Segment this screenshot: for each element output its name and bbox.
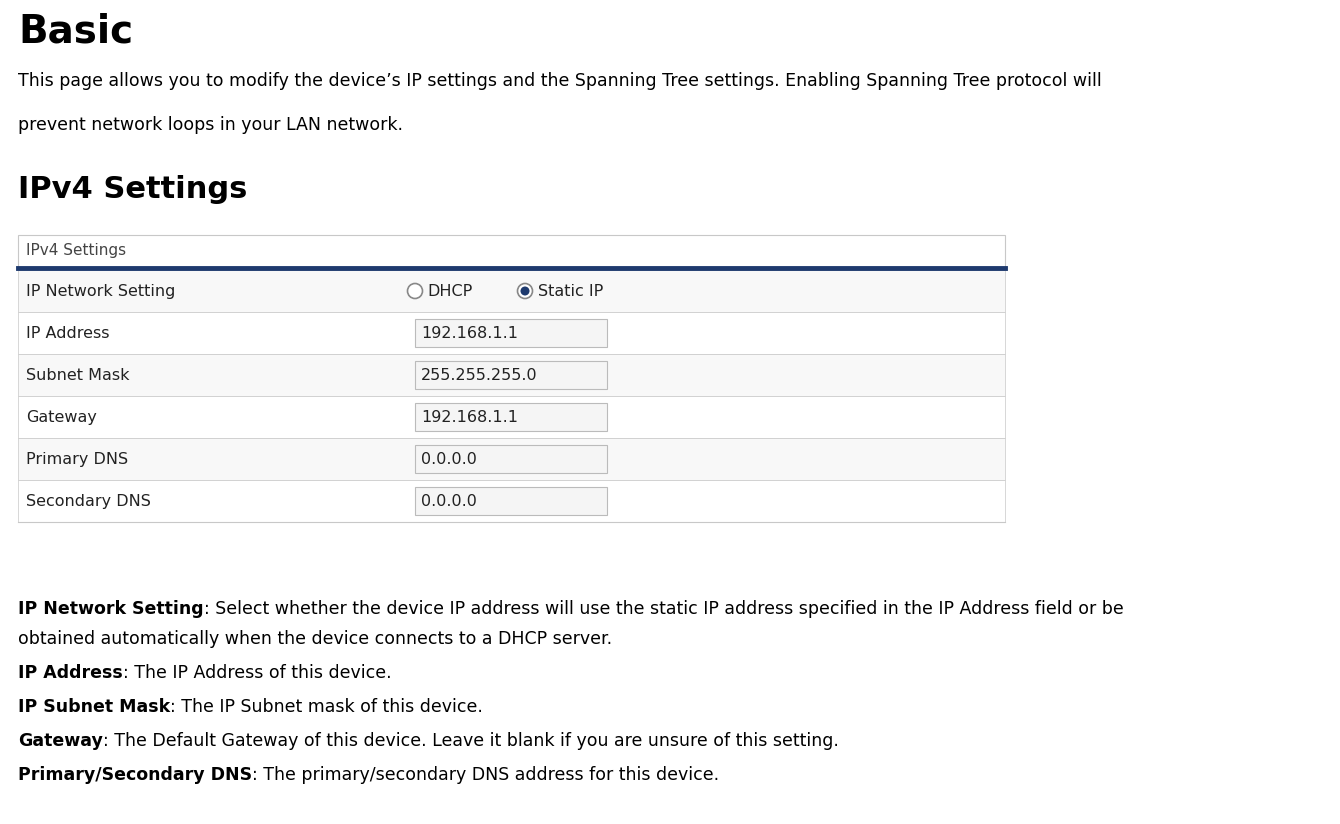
FancyBboxPatch shape [415,403,607,431]
FancyBboxPatch shape [17,354,1005,396]
Text: Subnet Mask: Subnet Mask [25,368,130,382]
Text: : The Default Gateway of this device. Leave it blank if you are unsure of this s: : The Default Gateway of this device. Le… [103,732,839,750]
Text: 255.255.255.0: 255.255.255.0 [421,368,537,382]
Text: Primary/Secondary DNS: Primary/Secondary DNS [17,766,252,784]
FancyBboxPatch shape [415,319,607,347]
FancyBboxPatch shape [415,361,607,389]
Text: DHCP: DHCP [427,283,473,298]
Text: 192.168.1.1: 192.168.1.1 [421,410,519,424]
Text: Basic: Basic [17,12,133,50]
FancyBboxPatch shape [17,235,1005,268]
Text: : The IP Subnet mask of this device.: : The IP Subnet mask of this device. [170,698,482,716]
Text: IP Subnet Mask: IP Subnet Mask [17,698,170,716]
Text: obtained automatically when the device connects to a DHCP server.: obtained automatically when the device c… [17,630,612,648]
Text: IP Network Setting: IP Network Setting [25,283,176,298]
FancyBboxPatch shape [17,396,1005,438]
FancyBboxPatch shape [17,312,1005,354]
Text: This page allows you to modify the device’s IP settings and the Spanning Tree se: This page allows you to modify the devic… [17,72,1101,90]
Circle shape [517,283,532,298]
Text: : The IP Address of this device.: : The IP Address of this device. [123,664,391,682]
Text: IP Network Setting: IP Network Setting [17,600,204,618]
Text: IPv4 Settings: IPv4 Settings [17,175,248,204]
Circle shape [520,287,529,296]
Text: 192.168.1.1: 192.168.1.1 [421,325,519,340]
Circle shape [407,283,422,298]
FancyBboxPatch shape [17,438,1005,480]
Text: Gateway: Gateway [17,732,103,750]
FancyBboxPatch shape [415,487,607,515]
Text: 0.0.0.0: 0.0.0.0 [421,452,477,466]
Text: IP Address: IP Address [17,664,123,682]
Text: 0.0.0.0: 0.0.0.0 [421,494,477,508]
Text: Primary DNS: Primary DNS [25,452,129,466]
Text: : Select whether the device IP address will use the static IP address specified : : Select whether the device IP address w… [204,600,1123,618]
Text: : The primary/secondary DNS address for this device.: : The primary/secondary DNS address for … [252,766,720,784]
Text: IPv4 Settings: IPv4 Settings [25,242,126,258]
Text: IP Address: IP Address [25,325,110,340]
FancyBboxPatch shape [17,270,1005,312]
Text: prevent network loops in your LAN network.: prevent network loops in your LAN networ… [17,116,403,134]
FancyBboxPatch shape [17,480,1005,522]
Text: Static IP: Static IP [537,283,603,298]
FancyBboxPatch shape [415,445,607,473]
Text: Gateway: Gateway [25,410,96,424]
Text: Secondary DNS: Secondary DNS [25,494,151,508]
